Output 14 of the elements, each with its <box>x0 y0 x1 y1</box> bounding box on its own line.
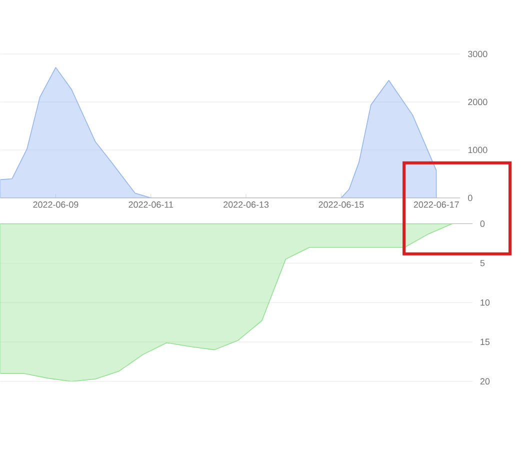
x-tick-label: 2022-06-11 <box>128 202 174 208</box>
y-tick-label: 3000 <box>468 50 488 58</box>
x-tick-label: 2022-06-09 <box>33 202 78 208</box>
x-tick-label: 2022-06-17 <box>414 202 459 208</box>
y-tick-label: 0 <box>468 194 472 202</box>
x-tick-label: 2022-06-13 <box>224 202 269 208</box>
x-tick-label: 2022-06-15 <box>318 202 364 208</box>
y-tick-label: 1000 <box>468 146 488 154</box>
y-tick-label: 0 <box>480 220 485 227</box>
y-tick-label: 2000 <box>468 98 488 106</box>
y-tick-label: 10 <box>480 299 490 306</box>
y-tick-label: 5 <box>480 260 485 266</box>
y-tick-label: 15 <box>480 338 490 346</box>
y-tick-label: 20 <box>480 378 490 385</box>
